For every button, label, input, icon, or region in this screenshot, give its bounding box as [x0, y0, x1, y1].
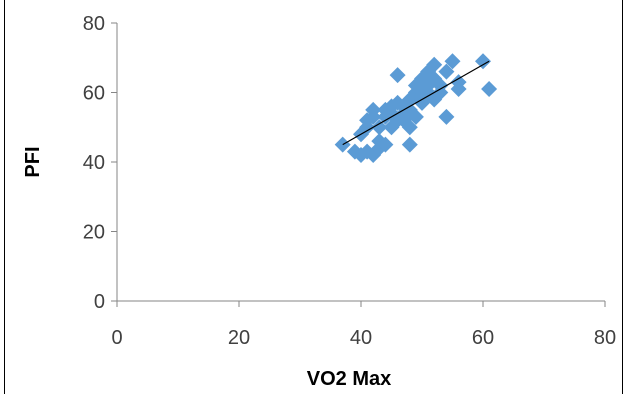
data-point: [407, 108, 424, 125]
data-point: [401, 119, 418, 136]
x-tick-label: 20: [228, 327, 250, 349]
trendline: [342, 60, 490, 146]
data-point: [438, 108, 455, 125]
data-point: [432, 77, 449, 94]
data-point: [371, 119, 388, 136]
y-tick-label: 0: [94, 291, 105, 313]
tick-marks: [111, 22, 606, 307]
x-tick-label: 80: [594, 327, 616, 349]
data-point: [377, 136, 394, 153]
data-point: [365, 101, 382, 118]
chart-frame: [4, 0, 623, 394]
x-tick-label: 60: [472, 327, 494, 349]
y-tick-label: 80: [83, 13, 105, 35]
x-tick-label: 0: [111, 327, 122, 349]
data-point: [438, 63, 455, 80]
data-point: [401, 136, 418, 153]
data-point: [475, 53, 491, 70]
x-tick-label: 40: [350, 327, 372, 349]
data-point: [426, 56, 443, 73]
data-point: [444, 53, 461, 70]
tick-labels: 0 20 40 60 80 0 20 40 60 80: [83, 13, 616, 349]
y-axis-title: PFI: [22, 146, 44, 177]
data-point: [389, 67, 406, 84]
y-tick-label: 20: [83, 222, 105, 244]
y-tick-label: 60: [83, 83, 105, 105]
data-points: [334, 53, 498, 164]
trendline-group: [342, 60, 490, 146]
y-tick-label: 40: [83, 152, 105, 174]
data-point: [481, 81, 498, 98]
x-axis-title: VO2 Max: [307, 368, 391, 390]
data-point: [450, 74, 467, 91]
